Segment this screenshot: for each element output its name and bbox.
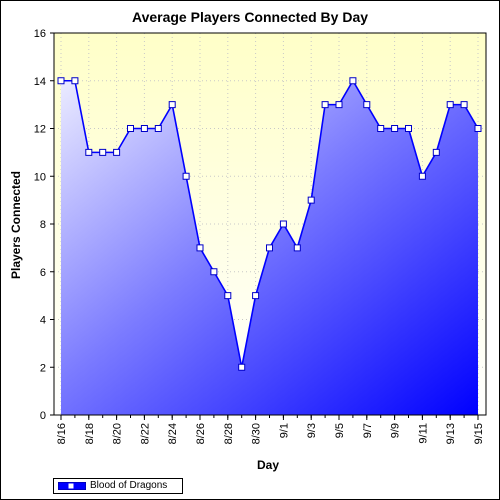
x-tick-label: 9/9 bbox=[390, 423, 402, 438]
x-tick-label: 8/30 bbox=[251, 423, 263, 444]
y-tick-label: 16 bbox=[34, 28, 46, 40]
data-point bbox=[238, 363, 246, 371]
x-tick-label: 8/28 bbox=[223, 423, 235, 444]
y-tick-label: 12 bbox=[34, 124, 46, 136]
data-point bbox=[210, 268, 218, 276]
x-tick-label: 9/11 bbox=[417, 423, 429, 444]
data-point bbox=[460, 101, 468, 109]
data-point bbox=[85, 148, 93, 156]
x-tick-label: 9/7 bbox=[362, 423, 374, 438]
y-tick-label: 10 bbox=[34, 171, 46, 183]
x-tick-label: 8/22 bbox=[139, 423, 151, 444]
data-point bbox=[432, 148, 440, 156]
x-tick-label: 9/13 bbox=[445, 423, 457, 444]
x-tick-label: 9/1 bbox=[278, 423, 290, 438]
data-point bbox=[127, 125, 134, 132]
data-point bbox=[446, 101, 454, 109]
data-point bbox=[377, 125, 385, 132]
chart-title: Average Players Connected By Day bbox=[131, 9, 369, 25]
data-point bbox=[168, 101, 176, 109]
data-point bbox=[321, 101, 329, 109]
data-point bbox=[363, 101, 371, 109]
x-tick-label: 9/15 bbox=[473, 423, 485, 444]
y-tick-label: 14 bbox=[34, 76, 46, 88]
data-point bbox=[99, 148, 107, 156]
y-tick-label: 6 bbox=[40, 267, 46, 279]
legend: Blood of Dragons bbox=[53, 478, 183, 494]
data-point bbox=[71, 77, 79, 85]
data-point bbox=[293, 244, 301, 252]
x-tick-label: 8/16 bbox=[56, 423, 68, 444]
x-tick-label: 9/5 bbox=[334, 423, 346, 438]
data-point bbox=[252, 292, 260, 300]
x-tick-label: 8/18 bbox=[84, 423, 96, 444]
x-tick-label: 9/3 bbox=[306, 423, 318, 438]
data-point bbox=[196, 244, 204, 252]
y-tick-label: 0 bbox=[40, 410, 46, 422]
data-point bbox=[57, 77, 65, 85]
x-tick-label: 8/24 bbox=[167, 423, 179, 444]
data-point bbox=[224, 292, 232, 300]
data-point bbox=[182, 172, 190, 180]
legend-label: Blood of Dragons bbox=[90, 480, 168, 491]
legend-swatch bbox=[58, 482, 86, 490]
data-point bbox=[418, 172, 426, 180]
data-point bbox=[113, 148, 121, 156]
data-point bbox=[154, 125, 162, 132]
x-tick-label: 8/26 bbox=[195, 423, 207, 444]
data-point bbox=[279, 220, 287, 228]
data-point bbox=[335, 101, 343, 109]
x-tick-label: 8/20 bbox=[112, 423, 124, 444]
data-point bbox=[140, 125, 148, 132]
x-axis-label: Day bbox=[256, 458, 280, 472]
data-point bbox=[391, 125, 399, 132]
data-point bbox=[266, 244, 273, 252]
data-point bbox=[405, 125, 412, 132]
data-point bbox=[474, 125, 482, 132]
data-point bbox=[349, 77, 357, 85]
y-tick-label: 8 bbox=[40, 219, 46, 231]
y-tick-label: 4 bbox=[40, 315, 46, 327]
y-tick-label: 2 bbox=[40, 362, 46, 374]
data-point bbox=[307, 196, 315, 204]
